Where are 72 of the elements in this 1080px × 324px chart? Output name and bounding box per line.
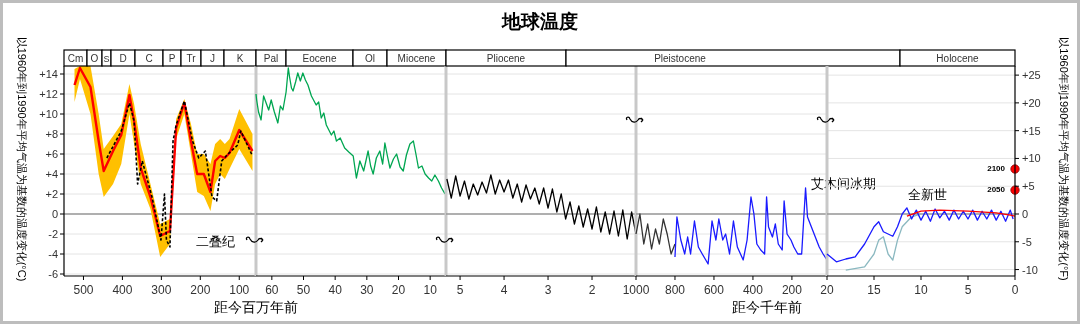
- y2-tick-label: +10: [1022, 152, 1041, 165]
- y-tick-label: +14: [39, 68, 58, 80]
- annotation: 全新世: [908, 187, 947, 202]
- x-tick-label: 30: [360, 283, 374, 297]
- line-series: [906, 209, 1016, 217]
- annotation: 2050: [987, 185, 1006, 194]
- y-tick-label: +6: [45, 148, 58, 160]
- x-tick-label: 100: [229, 283, 250, 297]
- y-tick-label: +10: [39, 108, 58, 120]
- x-tick-label: 50: [296, 283, 311, 297]
- y2-tick-label: -5: [1022, 235, 1032, 248]
- text: Pliocene: [486, 53, 526, 64]
- text: O: [90, 53, 99, 64]
- x-tick-label: 2: [588, 283, 596, 297]
- x-tick-label: 5: [456, 283, 464, 297]
- y-tick-label: +2: [45, 188, 58, 200]
- x-tick-label: 20: [391, 283, 406, 297]
- y2-tick-label: +20: [1022, 96, 1041, 109]
- text: Miocene: [397, 53, 436, 64]
- text: P: [168, 53, 176, 64]
- x-tick-label: 200: [781, 283, 803, 297]
- x-tick-label: 4: [500, 283, 508, 297]
- x-tick-label: 10: [914, 283, 928, 297]
- x-tick-label: 60: [265, 283, 279, 297]
- text: S: [103, 54, 110, 64]
- y-tick-label: 0: [51, 208, 58, 220]
- x-tick-label: 5: [964, 283, 972, 297]
- y2-tick-label: +15: [1022, 124, 1041, 137]
- text: Pal: [263, 53, 279, 64]
- x-tick-label: 0: [1011, 283, 1019, 297]
- y2-tick-label: +5: [1022, 180, 1035, 193]
- y2-tick-label: +25: [1022, 69, 1041, 82]
- x-tick-label: 40: [328, 283, 343, 297]
- x-tick-label: 400: [742, 283, 764, 297]
- text: Pleistocene: [654, 53, 707, 64]
- text: Cm: [67, 53, 84, 64]
- y-tick-label: -6: [48, 268, 58, 280]
- y-tick-label: -2: [48, 228, 58, 240]
- text: C: [145, 53, 153, 64]
- x-tick-label: 500: [73, 283, 94, 297]
- line-series: [845, 213, 922, 271]
- x-tick-label: 200: [190, 283, 211, 297]
- x-tick-label: 1000: [622, 283, 650, 297]
- text: J: [210, 53, 215, 64]
- y2-axis-title: 以1960年到1990年平均气温为基数的温度变化(°F): [1058, 37, 1070, 281]
- x-tick-label: 10: [423, 283, 438, 297]
- x-tick-label: 15: [867, 283, 881, 297]
- y-tick-label: +8: [45, 128, 58, 140]
- annotation: 2100: [987, 164, 1006, 173]
- x-tick-label: 300: [151, 283, 172, 297]
- line-series: [106, 100, 254, 248]
- x-tick-label: 800: [664, 283, 686, 297]
- text: K: [236, 53, 244, 64]
- text: Tr: [186, 53, 197, 64]
- y-tick-label: -4: [48, 248, 58, 260]
- x-tick-label: 400: [112, 283, 133, 297]
- y-tick-label: +12: [39, 88, 58, 100]
- text: Holocene: [936, 53, 980, 64]
- annotation: 二叠纪: [196, 234, 235, 249]
- x-axis-title: 距今百万年前: [214, 299, 298, 315]
- x-tick-label: 20: [820, 283, 834, 297]
- y2-tick-label: 0: [1022, 208, 1029, 220]
- chart-title: 地球温度: [501, 11, 578, 32]
- y2-tick-label: -10: [1022, 263, 1038, 276]
- text: Ol: [365, 53, 375, 64]
- x-tick-label: 3: [544, 283, 552, 297]
- y-tick-label: +4: [45, 168, 58, 180]
- y-axis-title: 以1960年到1990年平均气温为基数的温度变化(°C): [16, 36, 28, 282]
- x-tick-label: 600: [703, 283, 725, 297]
- text: Eocene: [302, 53, 337, 64]
- x-axis-title: 距今千年前: [731, 299, 802, 315]
- text: D: [119, 53, 127, 64]
